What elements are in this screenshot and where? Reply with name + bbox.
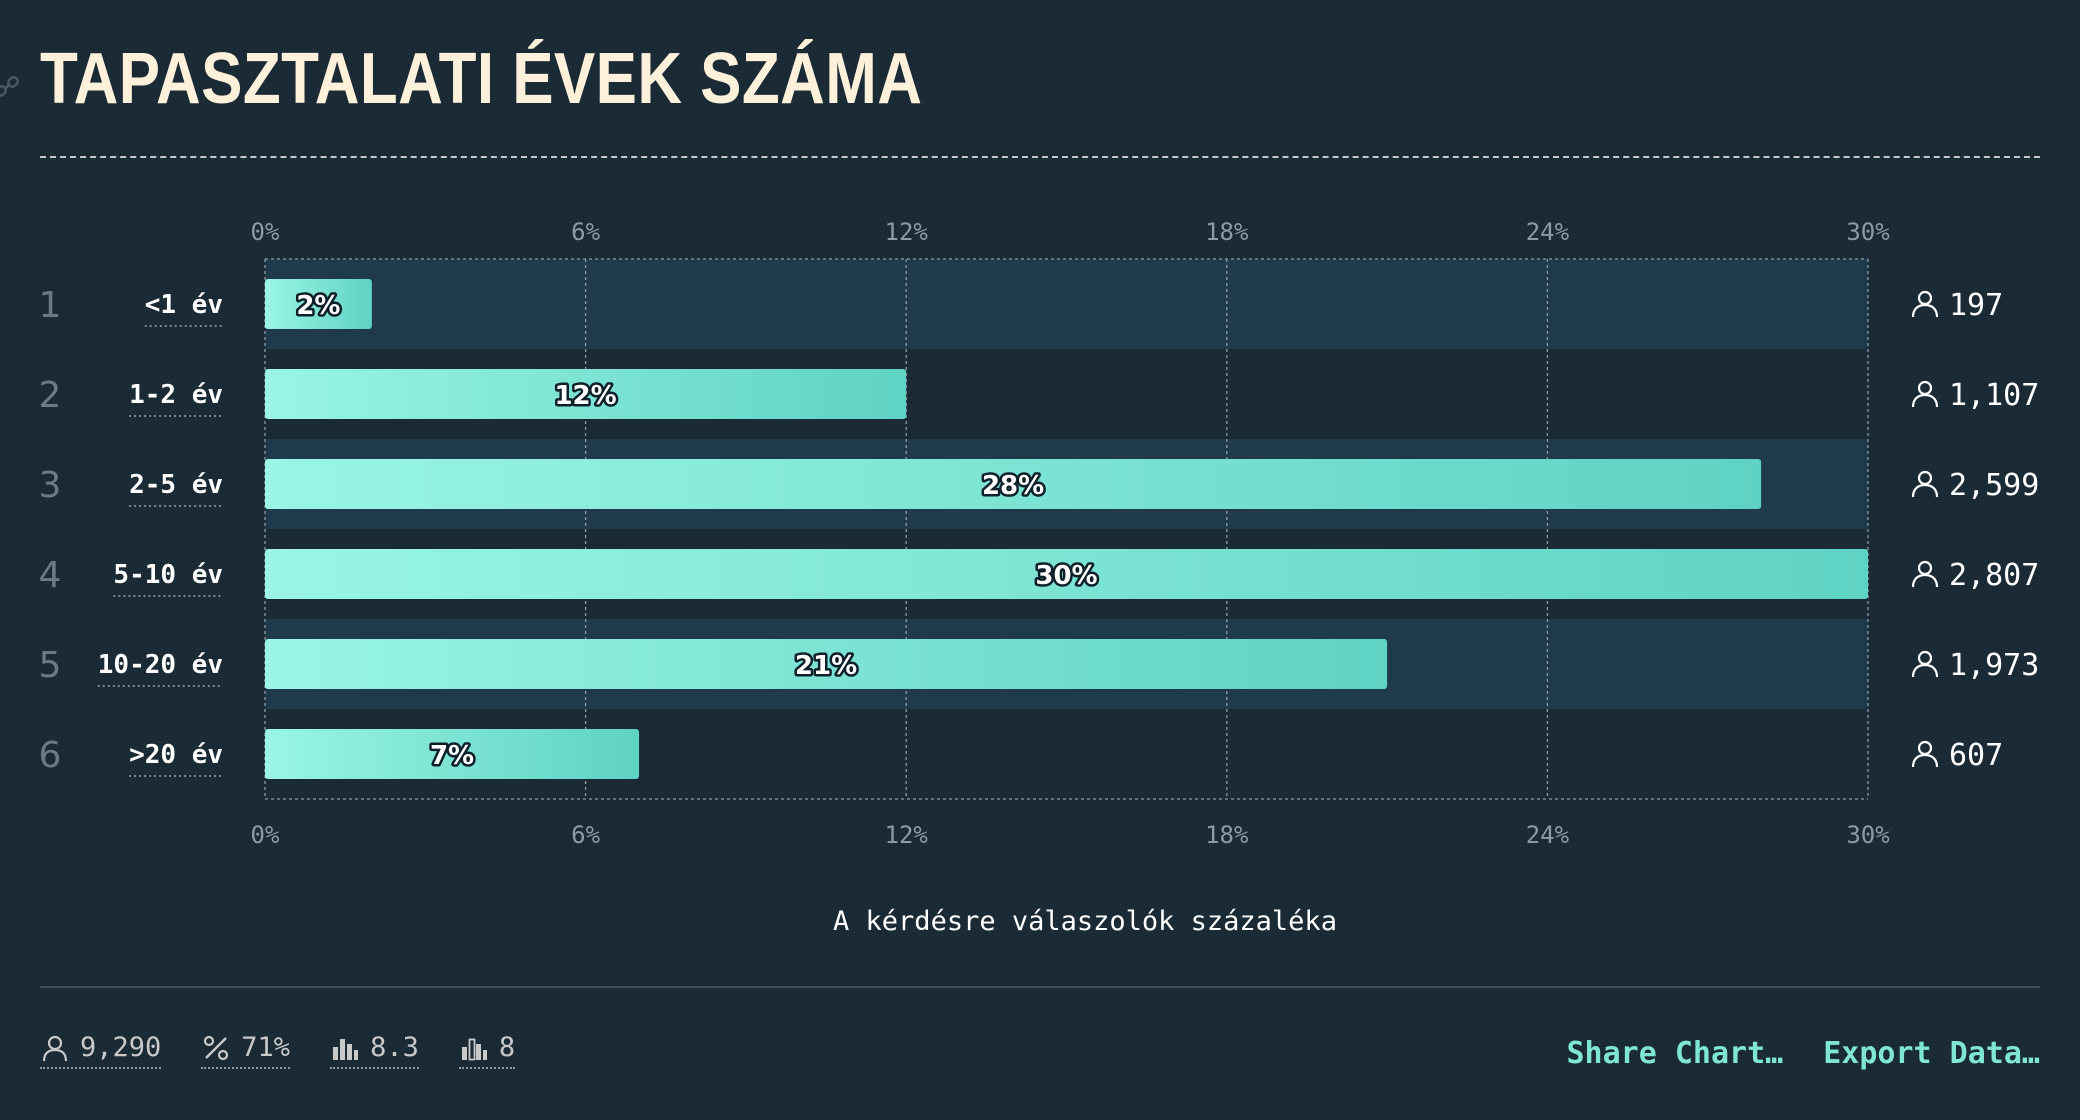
stat-median[interactable]: 8 <box>458 1032 516 1069</box>
stat-respondents[interactable]: 9,290 <box>40 1032 162 1069</box>
category-label[interactable]: 5-10 év <box>113 560 223 590</box>
footer-divider <box>40 986 2040 988</box>
row-rank: 2 <box>39 375 62 416</box>
category-label[interactable]: <1 év <box>145 290 223 320</box>
row-count: 2,807 <box>1949 558 2039 593</box>
bar[interactable] <box>265 549 1868 599</box>
row-count: 2,599 <box>1949 468 2039 503</box>
person-icon-head <box>1917 470 1933 486</box>
category-label[interactable]: >20 év <box>129 740 223 770</box>
person-icon <box>1911 393 1939 408</box>
stat-percent[interactable]: 71% <box>201 1032 291 1069</box>
person-icon-head <box>1917 560 1933 576</box>
x-tick-label-top: 18% <box>1205 218 1249 246</box>
person-icon <box>1911 573 1939 588</box>
bar-chart-icon <box>333 1038 359 1060</box>
category-label[interactable]: 10-20 év <box>98 650 223 680</box>
bar-value-label: 2% <box>296 291 340 321</box>
export-data-link[interactable]: Export Data… <box>1823 1036 2040 1071</box>
row-count: 197 <box>1949 288 2003 323</box>
bar[interactable] <box>265 639 1388 689</box>
footer-stats: 9,290 71% 8.3 8 <box>40 1032 516 1069</box>
chart-title: TAPASZTALATI ÉVEK SZÁMA <box>40 39 923 119</box>
stat-percent-value: 71% <box>241 1032 291 1063</box>
person-icon <box>1911 483 1939 498</box>
x-tick-label-top: 24% <box>1526 218 1570 246</box>
bar-value-label: 30% <box>1035 561 1097 591</box>
x-tick-label-top: 0% <box>251 218 280 246</box>
stat-average[interactable]: 8.3 <box>330 1032 419 1069</box>
category-label[interactable]: 1-2 év <box>129 380 223 410</box>
x-tick-label-bottom: 12% <box>885 821 929 849</box>
percent-icon <box>204 1035 229 1060</box>
bar-value-label: 21% <box>795 651 857 681</box>
footer-actions: Share Chart… Export Data… <box>1567 1036 2041 1071</box>
person-icon-head <box>1917 290 1933 306</box>
x-tick-label-bottom: 30% <box>1846 821 1890 849</box>
bar[interactable] <box>265 369 907 419</box>
x-tick-label-top: 6% <box>571 218 600 246</box>
x-tick-label-bottom: 6% <box>571 821 600 849</box>
row-rank: 5 <box>39 645 62 686</box>
title-divider <box>40 156 2040 158</box>
link-icon[interactable] <box>0 74 20 100</box>
row-band <box>265 259 1868 349</box>
person-icon <box>42 1035 68 1061</box>
person-icon-head <box>1917 380 1933 396</box>
person-icon <box>1911 663 1939 678</box>
x-tick-label-bottom: 24% <box>1526 821 1570 849</box>
row-count: 607 <box>1949 738 2003 773</box>
stat-respondents-value: 9,290 <box>80 1032 162 1063</box>
share-chart-link[interactable]: Share Chart… <box>1566 1036 1784 1071</box>
row-rank: 4 <box>39 555 62 596</box>
person-icon <box>1911 753 1939 768</box>
person-icon-head <box>1917 650 1933 666</box>
bar-value-label: 28% <box>982 471 1044 501</box>
bar-value-label: 12% <box>554 381 616 411</box>
x-axis-label: A kérdésre válaszolók százaléka <box>833 906 1337 937</box>
stat-median-value: 8 <box>498 1032 516 1063</box>
row-count: 1,107 <box>1949 378 2039 413</box>
category-label[interactable]: 2-5 év <box>129 470 223 500</box>
x-tick-label-top: 30% <box>1846 218 1890 246</box>
bar[interactable] <box>265 729 640 779</box>
bar[interactable] <box>265 459 1762 509</box>
bar-chart: 0% 0% 6% 6% 12% 12% 18% 18% 24% 24% 30% 30% 1 <1 év 2%… <box>39 218 2040 849</box>
x-tick-label-bottom: 0% <box>251 821 280 849</box>
person-icon <box>1911 303 1939 318</box>
bar-value-label: 7% <box>430 741 474 771</box>
x-tick-label-bottom: 18% <box>1205 821 1249 849</box>
bar-chart-outline-icon <box>461 1038 487 1060</box>
x-tick-label-top: 12% <box>885 218 929 246</box>
bar[interactable] <box>265 279 372 329</box>
person-icon-head <box>1917 740 1933 756</box>
row-rank: 1 <box>39 285 62 326</box>
row-rank: 3 <box>39 465 62 506</box>
row-count: 1,973 <box>1949 648 2039 683</box>
row-rank: 6 <box>39 735 62 776</box>
stat-average-value: 8.3 <box>370 1032 419 1063</box>
